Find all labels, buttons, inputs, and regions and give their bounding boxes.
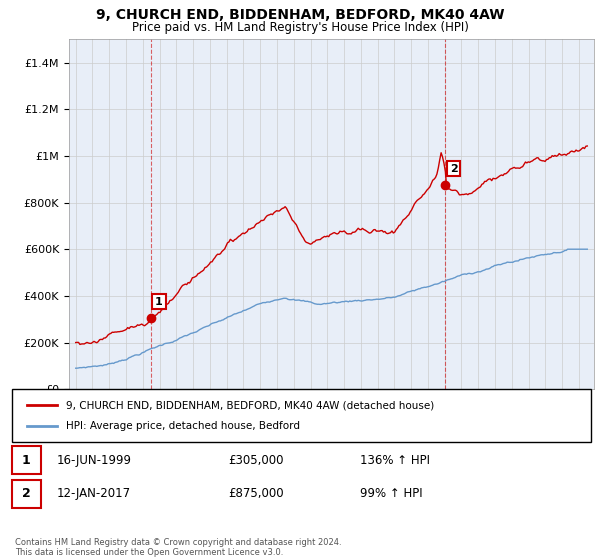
- Text: 12-JAN-2017: 12-JAN-2017: [57, 487, 131, 501]
- Text: 9, CHURCH END, BIDDENHAM, BEDFORD, MK40 4AW (detached house): 9, CHURCH END, BIDDENHAM, BEDFORD, MK40 …: [66, 400, 434, 410]
- Text: 1: 1: [155, 297, 163, 307]
- Text: 2: 2: [450, 164, 458, 174]
- Text: HPI: Average price, detached house, Bedford: HPI: Average price, detached house, Bedf…: [66, 421, 300, 431]
- Text: 136% ↑ HPI: 136% ↑ HPI: [360, 454, 430, 467]
- Text: Price paid vs. HM Land Registry's House Price Index (HPI): Price paid vs. HM Land Registry's House …: [131, 21, 469, 34]
- Text: £875,000: £875,000: [228, 487, 284, 501]
- Text: 2: 2: [22, 487, 31, 501]
- Text: 99% ↑ HPI: 99% ↑ HPI: [360, 487, 422, 501]
- Text: 1: 1: [22, 454, 31, 467]
- Text: 16-JUN-1999: 16-JUN-1999: [57, 454, 132, 467]
- Text: Contains HM Land Registry data © Crown copyright and database right 2024.
This d: Contains HM Land Registry data © Crown c…: [15, 538, 341, 557]
- Text: £305,000: £305,000: [228, 454, 284, 467]
- Text: 9, CHURCH END, BIDDENHAM, BEDFORD, MK40 4AW: 9, CHURCH END, BIDDENHAM, BEDFORD, MK40 …: [96, 8, 504, 22]
